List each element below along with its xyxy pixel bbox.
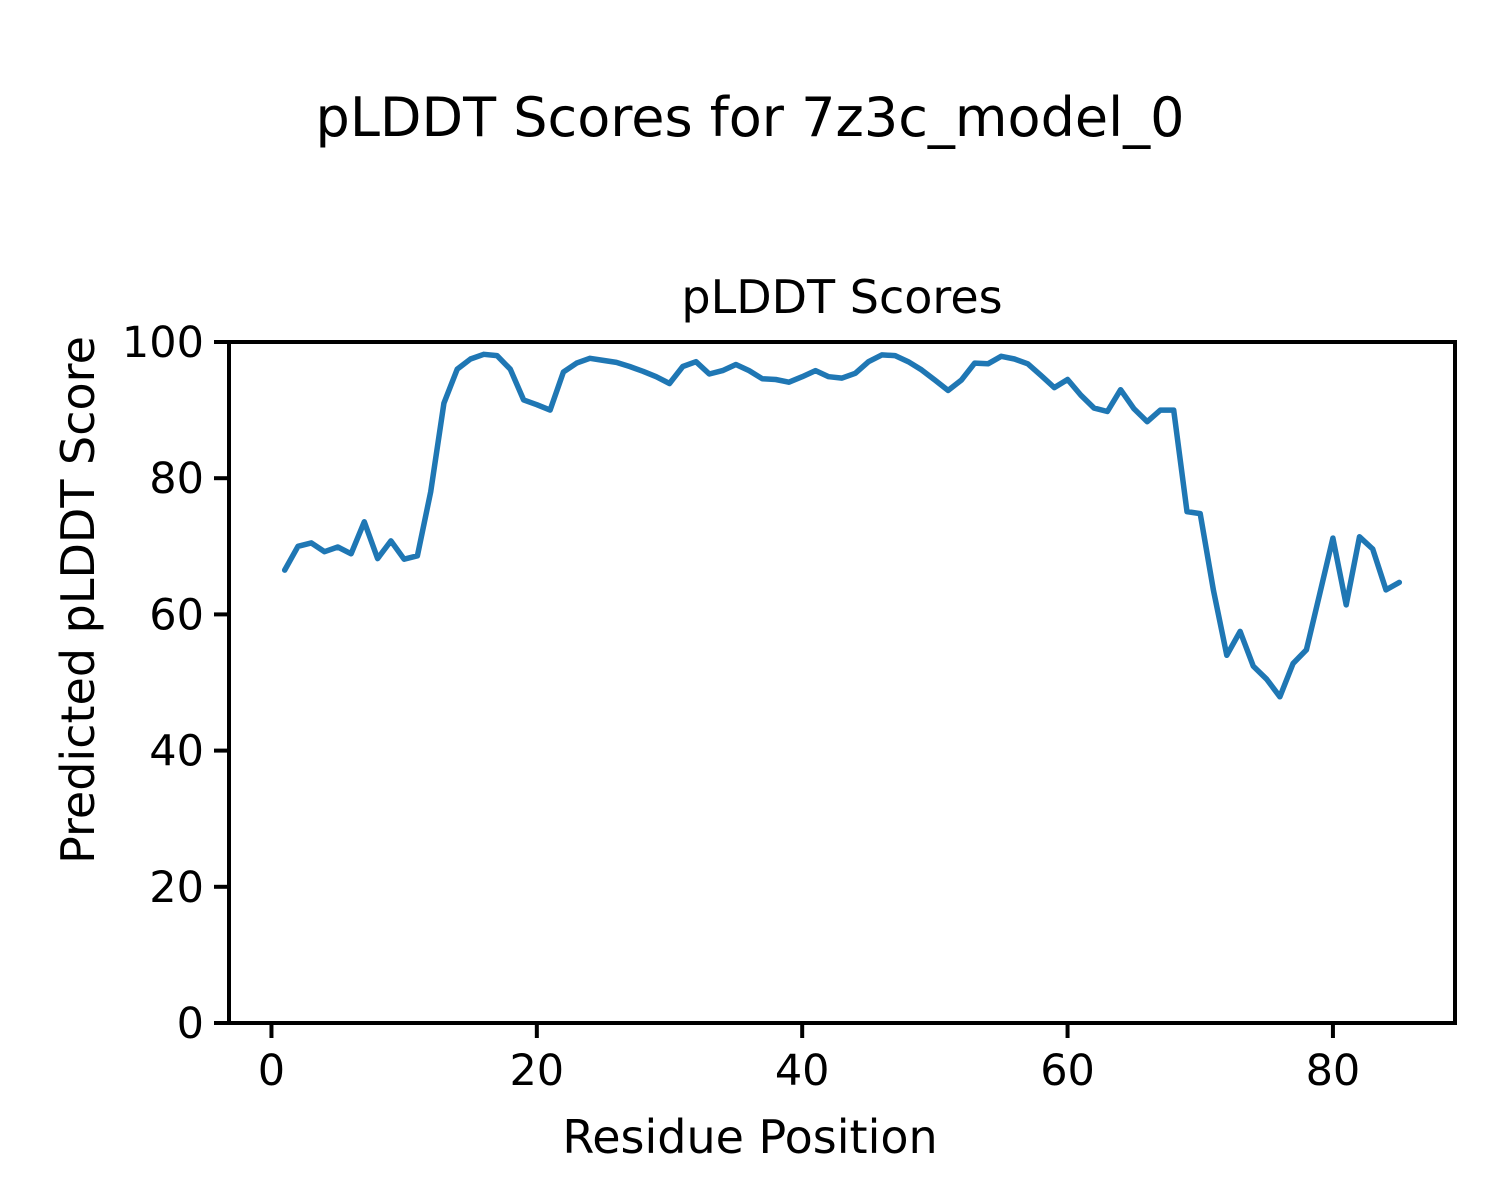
y-tick-label: 60 bbox=[149, 590, 204, 640]
x-axis-ticks: 0 20 40 60 80 bbox=[258, 1023, 1361, 1096]
y-tick-label: 20 bbox=[149, 863, 204, 913]
figure-suptitle: pLDDT Scores for 7z3c_model_0 bbox=[315, 86, 1185, 149]
y-tick-label: 0 bbox=[177, 999, 204, 1049]
x-tick-label: 40 bbox=[775, 1046, 830, 1096]
x-tick-label: 60 bbox=[1040, 1046, 1095, 1096]
x-tick-label: 20 bbox=[509, 1046, 564, 1096]
plddt-line bbox=[281, 351, 1403, 700]
x-tick-label: 0 bbox=[258, 1046, 285, 1096]
axes-spines bbox=[227, 340, 1457, 1025]
x-axis-label: Residue Position bbox=[562, 1110, 938, 1164]
x-tick-label: 80 bbox=[1306, 1046, 1361, 1096]
y-tick-label: 100 bbox=[122, 318, 204, 368]
y-axis-label: Predicted pLDDT Score bbox=[51, 336, 105, 864]
y-tick-label: 80 bbox=[149, 454, 204, 504]
y-tick-label: 40 bbox=[149, 727, 204, 777]
y-axis-ticks: 0 20 40 60 80 100 bbox=[122, 318, 229, 1049]
axes-title: pLDDT Scores bbox=[681, 270, 1003, 324]
